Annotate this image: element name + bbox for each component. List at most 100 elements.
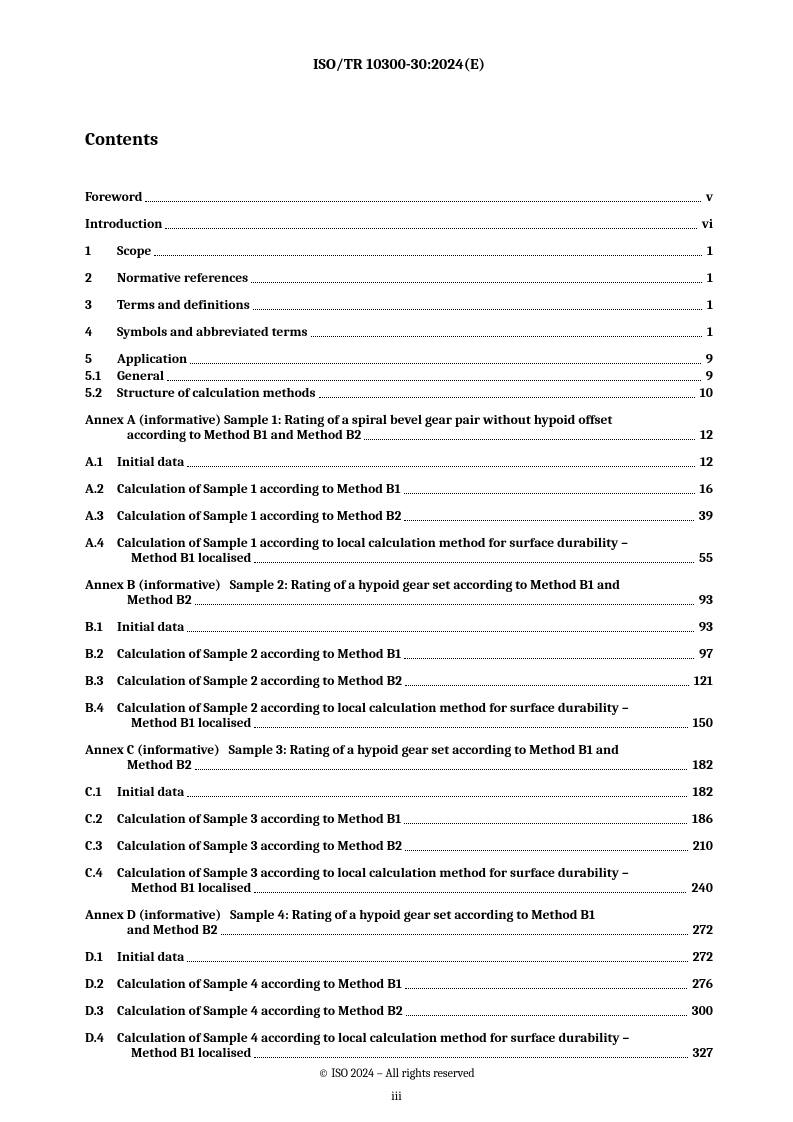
toc-entry-scope: 1 Scope 1 [85,244,713,259]
toc-entry-c2: C.2 Calculation of Sample 3 according to… [85,812,713,827]
toc-page: 97 [697,647,713,662]
page-number: iii [0,1090,793,1104]
toc-entry-a2: A.2 Calculation of Sample 1 according to… [85,482,713,497]
toc-num: B.4 [85,701,117,716]
toc-page: 93 [697,593,713,608]
toc-label: Annex B (informative) Sample 2: Rating o… [85,578,713,593]
toc-entry-normative-references: 2 Normative references 1 [85,271,713,286]
toc-entry-c4: C.4 Calculation of Sample 3 according to… [85,866,713,896]
leader-dots [187,961,687,962]
toc-num: B.1 [85,620,117,635]
toc-label: Symbols and abbreviated terms [117,325,308,340]
toc-num: 4 [85,325,117,340]
toc-page: 300 [690,1004,713,1019]
toc-page: 1 [705,325,713,340]
toc-entry-a3: A.3 Calculation of Sample 1 according to… [85,509,713,524]
toc-label-cont: Method B1 localised [131,716,251,731]
toc-label: Calculation of Sample 4 according to Met… [117,977,402,992]
leader-dots [254,562,694,563]
leader-dots [404,658,694,659]
leader-dots [311,336,702,337]
toc-num: B.3 [85,674,117,689]
toc-page: 10 [698,386,713,401]
toc-label: Calculation of Sample 3 according to loc… [117,866,713,881]
toc-page: 272 [691,950,713,965]
toc-page: v [704,190,713,205]
toc-label: Terms and definitions [117,298,250,313]
toc-label-cont: according to Method B1 and Method B2 [127,428,361,443]
toc-label: Calculation of Sample 1 according to Met… [117,482,401,497]
toc-page: 150 [691,716,713,731]
toc-page: 121 [692,674,713,689]
toc-label: Calculation of Sample 4 according to Met… [117,1004,403,1019]
toc-label: Initial data [117,950,184,965]
leader-dots [187,796,687,797]
leader-dots [253,309,702,310]
toc-num: 5.2 [85,386,117,401]
toc-entry-annex-a: Annex A (informative) Sample 1: Rating o… [85,413,713,443]
toc-label: Normative references [117,271,248,286]
leader-dots [221,934,688,935]
toc-entry-application: 5 Application 9 [85,352,713,367]
toc-num: D.2 [85,977,117,992]
toc-page: 1 [705,271,713,286]
toc-page: 12 [698,428,713,443]
toc-entry-annex-c: Annex C (informative) Sample 3: Rating o… [85,743,713,773]
toc-num: 3 [85,298,117,313]
leader-dots [251,282,702,283]
toc-label: Calculation of Sample 3 according to Met… [117,839,402,854]
toc-page: 1 [705,244,713,259]
leader-dots [165,228,696,229]
toc-entry-symbols: 4 Symbols and abbreviated terms 1 [85,325,713,340]
toc-num: C.1 [85,785,117,800]
toc-label: Application [117,352,187,367]
toc-label: Initial data [117,785,184,800]
toc-num: D.1 [85,950,117,965]
toc-entry-b4: B.4 Calculation of Sample 2 according to… [85,701,713,731]
toc-num: A.2 [85,482,117,497]
toc-page: 182 [690,758,713,773]
leader-dots [145,201,701,202]
toc-num: 5 [85,352,117,367]
toc-label: Annex D (informative) Sample 4: Rating o… [85,908,713,923]
toc-page: 16 [698,482,713,497]
toc-num: C.3 [85,839,117,854]
toc-num: 5.1 [85,369,117,384]
toc-entry-a4: A.4 Calculation of Sample 1 according to… [85,536,713,566]
toc-page: 210 [691,839,713,854]
toc-label: Scope [117,244,151,259]
toc-label: Calculation of Sample 3 according to Met… [117,812,401,827]
toc-entry-annex-b: Annex B (informative) Sample 2: Rating o… [85,578,713,608]
toc-entry-d3: D.3 Calculation of Sample 4 according to… [85,1004,713,1019]
toc-num: A.1 [85,455,117,470]
leader-dots [187,631,694,632]
toc-entry-foreword: Foreword v [85,190,713,205]
toc-label: Annex A (informative) Sample 1: Rating o… [85,413,713,428]
toc-label: Calculation of Sample 2 according to Met… [117,674,402,689]
toc-page: 93 [697,620,713,635]
toc-page: 9 [704,352,713,367]
toc-entry-d4: D.4 Calculation of Sample 4 according to… [85,1031,713,1061]
toc-entry-structure: 5.2 Structure of calculation methods 10 [85,386,713,401]
toc-label: Calculation of Sample 1 according to loc… [117,536,713,551]
leader-dots [167,380,701,381]
leader-dots [406,1015,687,1016]
toc-label: Structure of calculation methods [117,386,316,401]
toc-num: C.2 [85,812,117,827]
toc-label: Initial data [117,455,184,470]
toc-entry-b2: B.2 Calculation of Sample 2 according to… [85,647,713,662]
toc-entry-d1: D.1 Initial data 272 [85,950,713,965]
toc-num: D.3 [85,1004,117,1019]
leader-dots [405,685,689,686]
toc-entry-b3: B.3 Calculation of Sample 2 according to… [85,674,713,689]
toc-num: 1 [85,244,117,259]
leader-dots [364,439,695,440]
toc-entry-c3: C.3 Calculation of Sample 3 according to… [85,839,713,854]
toc-label-cont: Method B1 localised [131,1046,251,1061]
toc-page: 272 [691,923,713,938]
toc-page: 39 [697,509,713,524]
leader-dots [254,892,686,893]
toc-page: vi [700,217,713,232]
toc-label-cont: Method B2 [127,758,192,773]
toc-entry-c1: C.1 Initial data 182 [85,785,713,800]
